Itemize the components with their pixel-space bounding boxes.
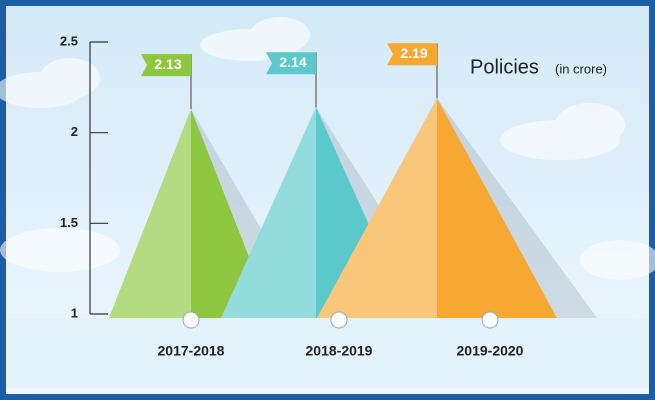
category-marker bbox=[482, 312, 498, 328]
x-tick-label: 2019-2020 bbox=[457, 343, 524, 359]
category-marker bbox=[331, 312, 347, 328]
value-label: 2.14 bbox=[279, 54, 306, 70]
category-marker bbox=[183, 312, 199, 328]
y-tick-label: 2 bbox=[71, 124, 78, 139]
y-tick-label: 1.5 bbox=[60, 215, 78, 230]
value-label: 2.19 bbox=[400, 45, 427, 61]
x-tick-label: 2018-2019 bbox=[306, 343, 373, 359]
chart-subtitle: (in crore) bbox=[555, 61, 607, 76]
y-tick-label: 1 bbox=[71, 305, 78, 320]
y-tick-label: 2.5 bbox=[60, 33, 78, 48]
value-label: 2.13 bbox=[154, 56, 181, 72]
chart-title: Policies bbox=[470, 56, 539, 78]
chart: Policies (in crore) 1 1.5 2 2.5 2.13 2.14 2.19… bbox=[0, 0, 655, 400]
x-tick-label: 2017-2018 bbox=[158, 343, 225, 359]
